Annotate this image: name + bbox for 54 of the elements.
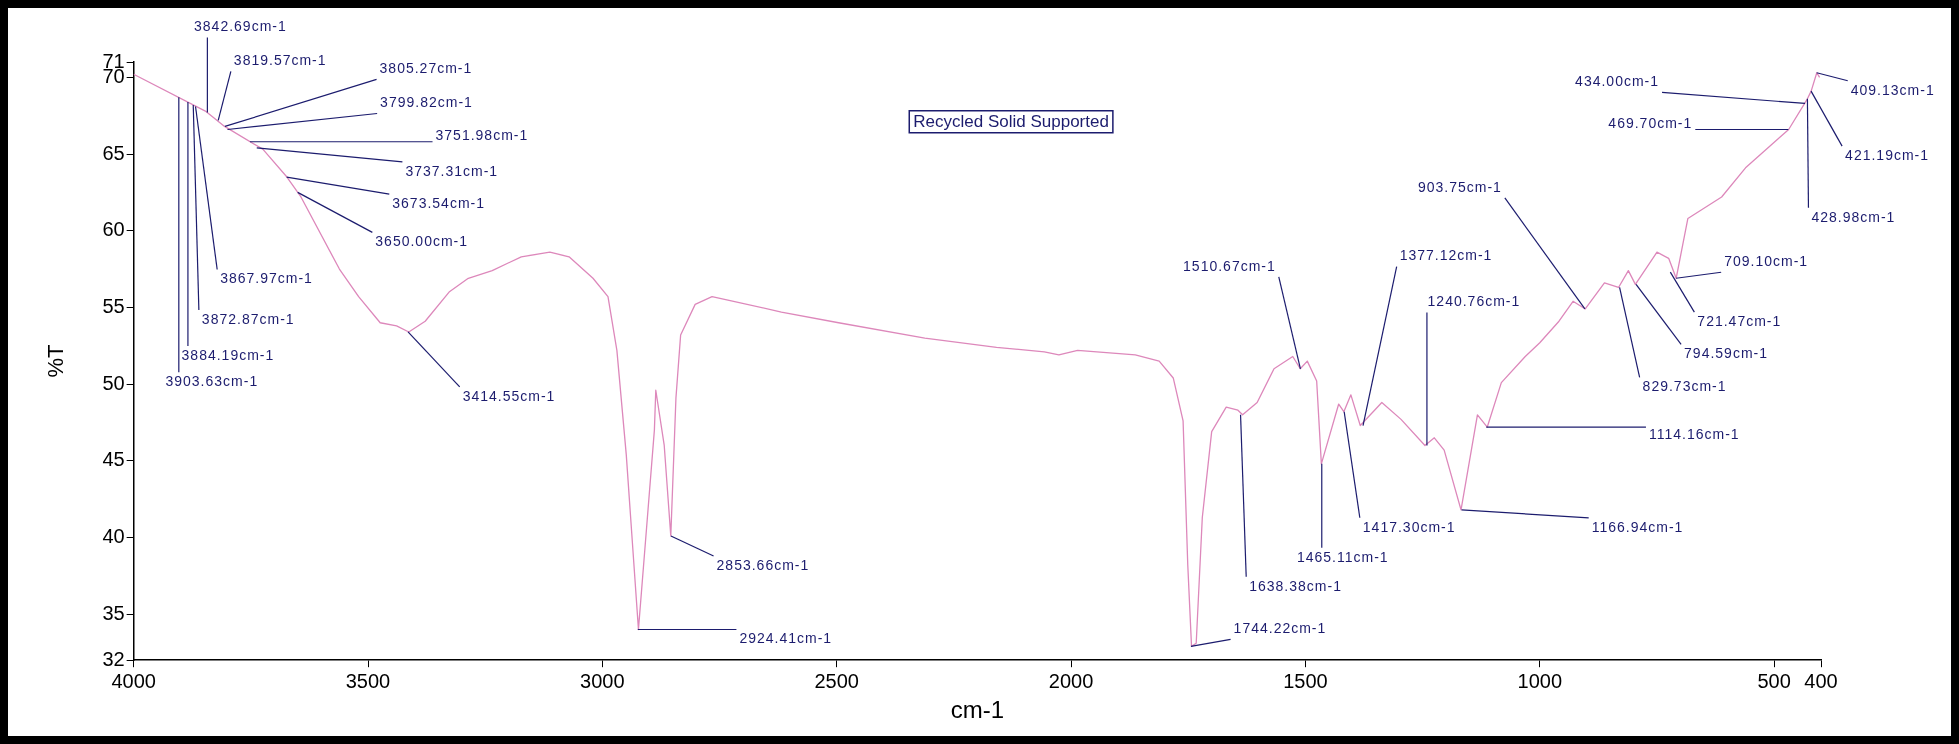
annotation: 3872.87cm-1	[201, 310, 295, 327]
annotation: 434.00cm-1	[1575, 73, 1660, 90]
annotation: 1638.38cm-1	[1249, 577, 1342, 594]
annotation: 1510.67cm-1	[1183, 257, 1276, 274]
annotation: 721.47cm-1	[1697, 313, 1782, 329]
annotation: 903.75cm-1	[1417, 178, 1502, 195]
annotation: 1166.94cm-1	[1591, 518, 1684, 535]
x-tick-label: 400	[1804, 669, 1838, 692]
annotation: 2924.41cm-1	[739, 630, 833, 647]
annotation: 3751.98cm-1	[435, 126, 529, 143]
annotation: 1377.12cm-1	[1399, 247, 1493, 264]
annotation: 3884.19cm-1	[181, 346, 275, 363]
x-tick-label: 3000	[580, 669, 625, 692]
y-tick-label: 65	[102, 141, 125, 164]
y-tick-label: 35	[102, 601, 125, 624]
y-tick-label: 60	[102, 218, 125, 241]
annotation: 1744.22cm-1	[1233, 620, 1327, 637]
x-tick-label: 500	[1757, 669, 1791, 692]
y-tick-label: 32	[102, 647, 125, 670]
annotation: 1417.30cm-1	[1362, 518, 1456, 535]
annotation: 1240.76cm-1	[1427, 293, 1521, 310]
x-tick-label: 1500	[1283, 669, 1328, 692]
x-axis-title: cm-1	[950, 696, 1004, 724]
annotation: 709.10cm-1	[1724, 253, 1809, 270]
annotation: 409.13cm-1	[1850, 81, 1935, 98]
annotation: 3903.63cm-1	[165, 373, 259, 390]
text: Recycled Solid Supported	[913, 111, 1109, 131]
x-tick-label: 1000	[1517, 669, 1563, 692]
y-tick-label: 40	[102, 525, 125, 548]
annotation: 3805.27cm-1	[379, 60, 473, 77]
x-tick-label: 2500	[814, 669, 859, 692]
annotation: 3737.31cm-1	[405, 162, 499, 179]
y-tick-label: 55	[102, 294, 125, 317]
x-tick-label: 3500	[345, 669, 391, 692]
x-tick-label: 2000	[1048, 669, 1094, 692]
annotation: 3819.57cm-1	[233, 52, 327, 69]
annotation: 1114.16cm-1	[1648, 425, 1740, 442]
annotation: 3867.97cm-1	[220, 270, 313, 287]
y-tick-label: 50	[102, 371, 125, 394]
annotation: 3673.54cm-1	[392, 194, 486, 211]
annotation: 1465.11cm-1	[1296, 548, 1389, 565]
annotation: 794.59cm-1	[1684, 345, 1769, 362]
annotation: 2853.66cm-1	[716, 556, 810, 573]
annotation: 469.70cm-1	[1608, 115, 1693, 132]
annotation: 428.98cm-1	[1811, 208, 1896, 225]
annotation: 3414.55cm-1	[462, 387, 556, 404]
annotation: 3650.00cm-1	[375, 233, 469, 250]
annotation: 3842.69cm-1	[194, 18, 287, 35]
y-tick-label: 45	[102, 448, 125, 471]
annotation: 421.19cm-1	[1845, 147, 1930, 163]
y-axis-title: %T	[43, 344, 69, 378]
x-tick-label: 4000	[111, 669, 156, 692]
annotation: 3799.82cm-1	[380, 94, 473, 111]
annotation: 829.73cm-1	[1642, 378, 1727, 395]
